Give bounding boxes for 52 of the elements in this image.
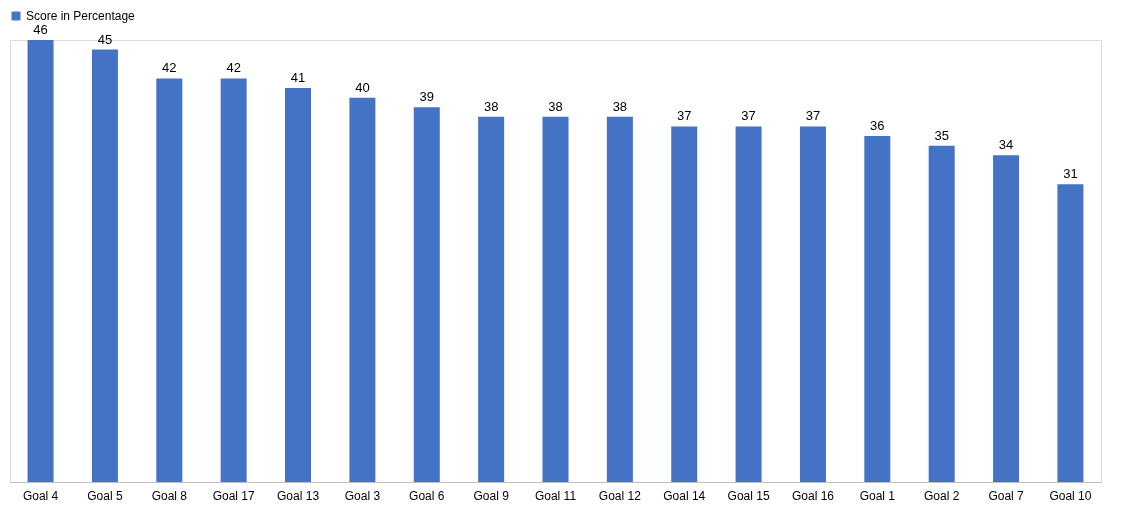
data-label: 38 <box>548 98 563 114</box>
x-tick-label: Goal 1 <box>859 488 896 503</box>
bar <box>993 155 1020 482</box>
data-label: 41 <box>290 70 306 86</box>
bar <box>799 126 826 482</box>
data-label: 42 <box>162 60 177 76</box>
x-tick-label: Goal 16 <box>791 488 835 503</box>
x-tick-label: Goal 17 <box>212 488 256 503</box>
data-label: 31 <box>1063 166 1078 182</box>
bar <box>928 145 955 482</box>
data-label: 34 <box>998 137 1014 153</box>
data-label: 42 <box>226 60 241 76</box>
bar <box>413 107 440 482</box>
data-label: 37 <box>805 108 821 124</box>
bar <box>542 116 569 482</box>
data-label: 38 <box>612 98 628 114</box>
bar <box>735 126 762 482</box>
x-tick-label: Goal 14 <box>663 488 706 503</box>
data-label: 39 <box>419 89 434 105</box>
x-tick-label: Goal 3 <box>344 488 381 503</box>
data-label: 35 <box>934 127 949 143</box>
bar <box>671 126 698 482</box>
bar <box>606 116 633 482</box>
data-label: 46 <box>33 22 48 37</box>
bar <box>156 78 183 482</box>
data-label: 36 <box>870 118 885 134</box>
x-tick-label: Goal 4 <box>22 488 59 503</box>
data-label: 37 <box>741 108 756 124</box>
legend-label: Score in Percentage <box>26 9 136 23</box>
bar <box>285 88 312 482</box>
x-tick-label: Goal 6 <box>409 488 445 503</box>
bar <box>91 49 118 482</box>
data-label: 38 <box>483 98 499 114</box>
bar <box>220 78 247 482</box>
x-tick-label: Goal 15 <box>727 488 770 503</box>
data-label: 45 <box>97 31 113 47</box>
x-tick-label: Goal 13 <box>277 488 320 503</box>
bar <box>864 136 891 482</box>
x-tick-label: Goal 12 <box>598 488 642 503</box>
x-tick-label: Goal 10 <box>1049 488 1092 503</box>
bar <box>478 116 505 482</box>
data-label: 40 <box>355 79 370 95</box>
x-tick-label: Goal 11 <box>534 488 577 503</box>
data-label: 37 <box>677 108 692 124</box>
x-tick-label: Goal 2 <box>924 488 960 503</box>
x-tick-label: Goal 5 <box>87 488 123 503</box>
bar <box>1057 184 1084 482</box>
bar <box>27 40 54 482</box>
x-tick-label: Goal 7 <box>988 488 1025 503</box>
x-tick-label: Goal 8 <box>151 488 188 503</box>
x-tick-label: Goal 9 <box>473 488 510 503</box>
bar <box>349 97 376 482</box>
